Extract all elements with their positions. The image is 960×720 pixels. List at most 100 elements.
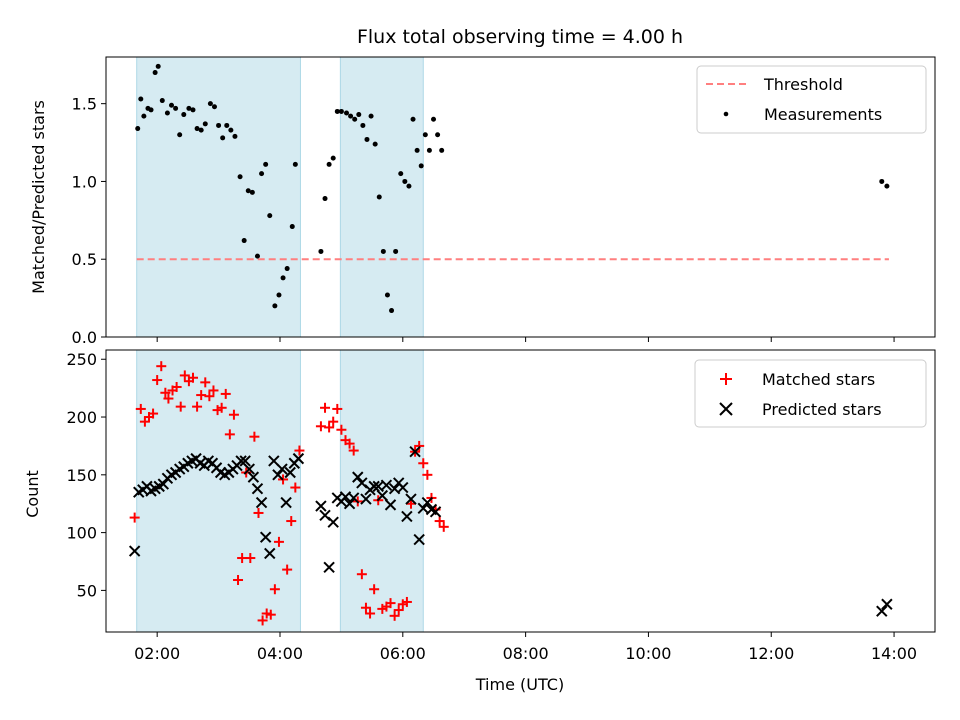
predicted-star-point [376,489,389,502]
matched-star-point [348,445,359,456]
matched-star-point [282,564,293,575]
predicted-star-point [368,480,380,493]
measurement-point [181,112,187,118]
measurement-point [276,292,282,298]
bottom-shaded-intervals [136,349,424,633]
matched-star-point [369,584,380,595]
matched-star-point [245,553,256,564]
matched-star-point [148,408,159,419]
shaded-interval-1 [339,56,424,338]
predicted-star-point [255,496,268,509]
chart-title: Flux total observing time = 4.00 h [357,26,683,48]
measurement-point [272,303,278,309]
measurement-point [393,248,399,254]
predicted-x-b [272,469,284,481]
predicted-star-point [327,516,339,528]
matched-legend-label: Matched stars [762,370,875,389]
measurement-point [280,275,286,281]
predicted-x-b [247,471,260,483]
measurement-point [155,63,161,69]
measurement-point [338,108,344,114]
measurement-point [267,213,273,219]
measurement-point [410,116,416,122]
matched-star-point [196,390,207,401]
measurement-point [364,136,370,142]
matched-star-point [129,512,140,523]
bottom-legend: Matched stars Predicted stars [694,359,927,428]
measurement-point [186,105,192,111]
matched-star-point [204,391,215,402]
measurement-point [376,194,382,200]
bottom-y-tick-label: 100 [66,524,97,543]
predicted-x-b [372,480,384,493]
predicted-star-point [323,561,335,573]
measurement-point [135,126,141,132]
predicted-x-b [264,547,276,560]
matched-star-point [269,584,280,595]
predicted-star-point [259,531,272,543]
predicted-x-b [352,471,364,483]
predicted-star-point [251,482,264,495]
predicted-star-point [247,471,260,483]
matched-star-point [324,422,335,433]
matched-star-point [414,440,425,451]
predicted-star-point [239,455,251,467]
measurement-point [348,113,354,119]
measurement-point [292,161,298,167]
measurement-point [352,116,358,122]
measurement-point [389,308,395,314]
measurement-point [356,112,362,118]
predicted-star-point [384,499,397,511]
measurement-point [138,96,144,102]
x-tick-label: 08:00 [503,644,549,663]
predicted-star-point [360,493,372,505]
top-y-tick-label: 1.0 [72,172,97,191]
predicted-x-b [319,509,331,521]
measurement-point [237,174,243,180]
predicted-x-b [397,481,409,494]
predicted-x-b [388,482,401,495]
top-legend-box [696,65,927,134]
measurement-point [202,121,208,127]
matched-legend-marker [720,373,732,385]
predicted-x-b [327,516,339,528]
matched-star-point [228,409,239,420]
top-shaded-intervals [136,56,424,338]
measurement-point [220,135,226,141]
matched-star-point [286,516,297,527]
predicted-x-b [413,533,425,546]
measurement-point [249,189,255,195]
x-tick-label: 02:00 [134,644,180,663]
matched-star-point [156,361,167,372]
predicted-x-b [343,498,356,510]
matched-star-point [320,402,331,413]
predicted-x-b [384,499,397,511]
top-axes-frame [105,56,936,338]
x-tick-label: 14:00 [871,644,917,663]
predicted-x-b [405,493,417,505]
top-legend: Threshold Measurements [696,65,927,134]
measurement-point [224,122,230,128]
bottom-panel: 50 100 150 200 250 02:00 04:00 06:00 08:00 10:00… [23,349,936,694]
predicted-x-b [323,561,335,573]
measurement-point [334,108,340,114]
measurement-point [431,116,437,122]
measurement-point [254,253,260,259]
matched-star-point [401,596,412,607]
measurement-point [177,132,183,138]
measurement-point [284,266,290,272]
measurement-point [322,196,328,202]
matched-star-point [253,507,264,518]
predicted-x-b [292,452,305,465]
measurement-point [289,224,295,230]
predicted-x-b [268,455,280,467]
matched-star-point [233,574,244,585]
predicted-star-point [284,466,296,479]
measurement-point [211,104,217,110]
measurement-point [344,110,350,116]
matched-star-point [257,615,268,626]
matched-star-point [422,469,433,480]
matched-stars-series [129,361,449,626]
matched-star-point [179,370,190,381]
predicted-star-point [380,479,393,491]
